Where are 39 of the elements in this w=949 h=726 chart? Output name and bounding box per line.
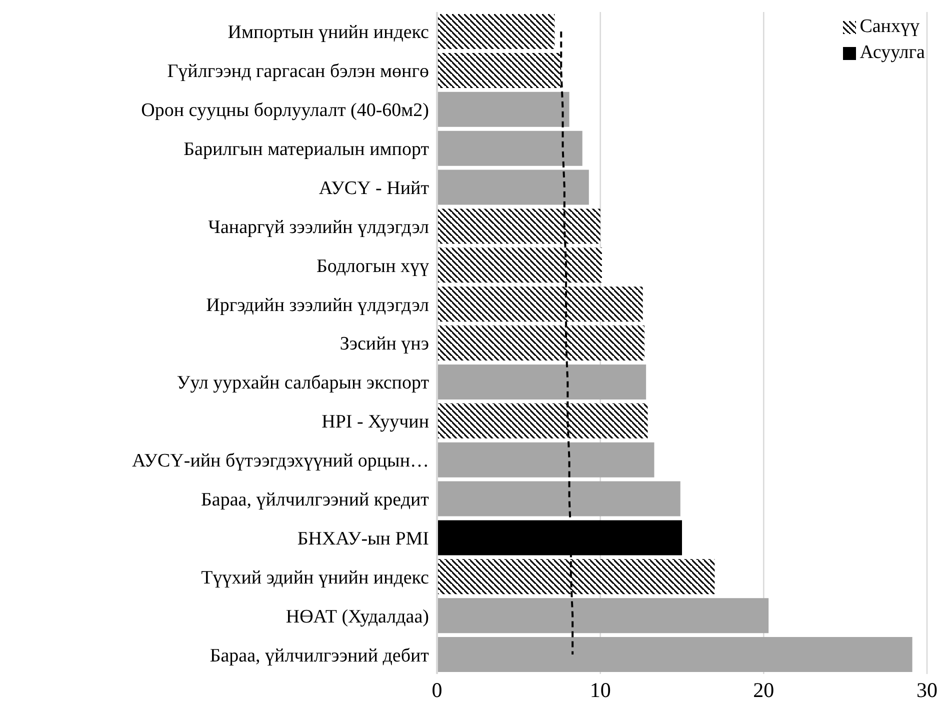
y-tick-label: Бодлогын хүү bbox=[316, 256, 430, 277]
x-tick-label: 0 bbox=[432, 678, 442, 702]
y-tick-label: Бараа, үйлчилгээний кредит bbox=[201, 490, 430, 511]
y-tick-label: HPI - Хуучин bbox=[322, 412, 429, 433]
bar bbox=[437, 14, 555, 49]
y-tick-label: АУСҮ-ийн бүтээгдэхүүний орцын… bbox=[132, 450, 429, 472]
bar bbox=[437, 326, 644, 361]
y-tick-label: Түүхий эдийн үнийн индекс bbox=[201, 567, 429, 588]
bar bbox=[437, 481, 680, 516]
bar bbox=[437, 170, 589, 205]
y-tick-label: Орон сууцны борлуулалт (40-60м2) bbox=[141, 100, 429, 122]
y-tick-label: АУСҮ - Нийт bbox=[318, 178, 430, 199]
y-tick-label: НӨАТ (Худалдаа) bbox=[286, 606, 429, 628]
legend-label: Санхүү bbox=[860, 15, 920, 39]
bar bbox=[437, 442, 654, 478]
y-tick-label: Бараа, үйлчилгээний дебит bbox=[210, 645, 430, 666]
y-tick-label: БНХАУ-ын PMI bbox=[297, 528, 429, 550]
x-tick-label: 10 bbox=[590, 678, 611, 702]
bar bbox=[437, 364, 646, 400]
y-tick-label: Барилгын материалын импорт bbox=[184, 139, 430, 160]
bar bbox=[437, 130, 582, 166]
bar bbox=[437, 248, 602, 283]
y-tick-label: Импортын үнийн индекс bbox=[228, 22, 429, 44]
legend-label: Асуулга bbox=[860, 41, 925, 65]
bar bbox=[437, 52, 562, 88]
bar bbox=[437, 92, 570, 127]
x-tick-label: 20 bbox=[753, 678, 774, 702]
y-tick-label: Гүйлгээнд гаргасан бэлэн мөнгө bbox=[167, 61, 429, 82]
y-tick-label: Уул уурхайн салбарын экспорт bbox=[176, 372, 430, 394]
bar bbox=[437, 559, 715, 594]
bar bbox=[437, 208, 600, 244]
y-tick-label: Зэсийн үнэ bbox=[340, 334, 429, 355]
y-tick-label: Чанаргүй зээлийн үлдэгдэл bbox=[208, 216, 430, 238]
bar bbox=[437, 286, 643, 322]
bar bbox=[437, 637, 912, 672]
x-tick-label: 30 bbox=[916, 678, 938, 702]
y-tick-label: Иргэдийн зээлийн үлдэгдэл bbox=[206, 294, 430, 316]
bar bbox=[437, 598, 769, 634]
bar bbox=[437, 403, 648, 438]
